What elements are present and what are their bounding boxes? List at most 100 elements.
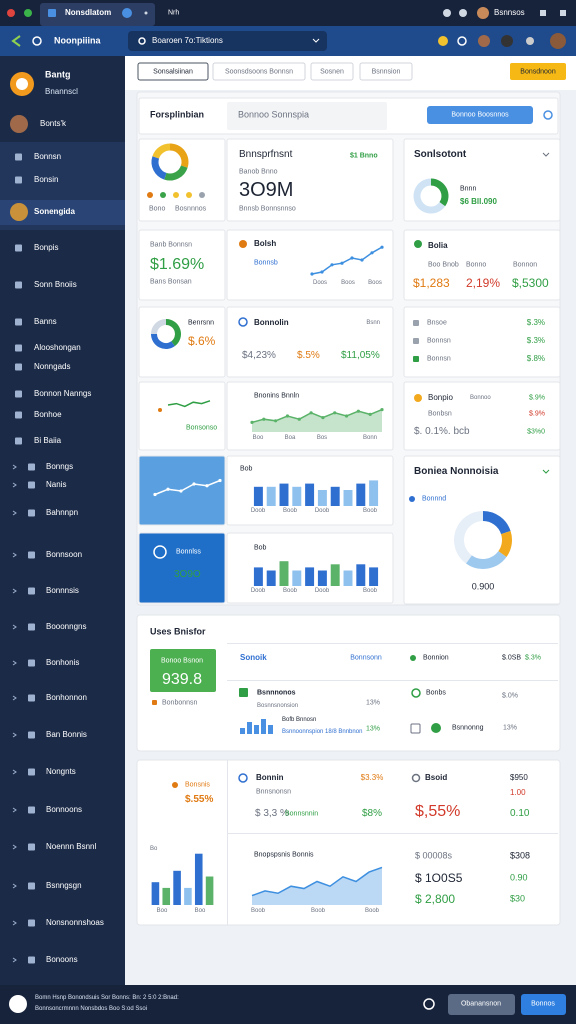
icon	[414, 394, 422, 402]
search-text[interactable]: Boaroen 7o:Tiktions	[152, 36, 223, 45]
icon	[443, 9, 451, 17]
card	[138, 138, 226, 222]
rating-star	[186, 192, 192, 198]
x-label: Boos	[368, 280, 382, 286]
card	[138, 229, 226, 301]
bar	[343, 570, 353, 586]
nav-item[interactable]: Banns	[34, 317, 57, 326]
nav-item[interactable]: Sonn Bnoiis	[34, 280, 77, 289]
filter-tab-label[interactable]: Sonsalsiinan	[153, 68, 193, 76]
nav-item[interactable]: Ban Bonnis	[46, 730, 87, 739]
primary-button[interactable]	[521, 994, 566, 1015]
section-title: Forsplinbian	[150, 109, 204, 120]
card	[226, 381, 394, 451]
nav-item[interactable]: Bonngs	[46, 462, 74, 471]
filter-tab[interactable]	[137, 62, 209, 81]
nav-item[interactable]: Noennn Bsnnl	[46, 842, 97, 851]
header-button-label[interactable]: Bonnoo Boosnnos	[451, 111, 509, 119]
row-title: Bonbs	[426, 689, 446, 697]
nav-item[interactable]: Nanis	[46, 480, 67, 489]
nav-icon	[15, 363, 22, 371]
nav-arrow	[12, 732, 17, 738]
refresh-icon	[543, 110, 553, 120]
x-label: Doob	[314, 508, 330, 514]
total-label: $ 00008s	[415, 850, 453, 861]
card	[226, 138, 394, 222]
card-title: Bonnolin	[254, 318, 289, 327]
metric-value: 1.00	[510, 788, 526, 797]
button-label[interactable]: Bonnos	[531, 1000, 555, 1008]
nav-item[interactable]: Bonhonnon	[46, 693, 87, 702]
metric-value: $8%	[361, 808, 383, 819]
nav-arrow	[12, 844, 17, 850]
filter-tab[interactable]	[310, 62, 354, 81]
search-box[interactable]	[128, 31, 327, 51]
rating-star	[147, 192, 153, 198]
point	[356, 409, 360, 413]
nav-item[interactable]: Bahnnpn	[46, 508, 79, 517]
nav-item[interactable]: Bonnsn	[34, 152, 62, 161]
point	[310, 272, 314, 276]
action-label[interactable]: Bonsdnoon	[520, 68, 556, 76]
nav-item[interactable]: Alooshongan	[34, 343, 81, 352]
nav-item[interactable]: Bonnnsis	[46, 586, 79, 595]
nav-item[interactable]: Sonengida	[34, 207, 75, 216]
x-label: Boa	[284, 435, 296, 441]
panel	[136, 614, 561, 752]
bar	[266, 486, 276, 506]
filter-tab[interactable]	[212, 62, 306, 81]
nav-item[interactable]: Bonnsoon	[46, 550, 83, 559]
point	[179, 489, 183, 493]
filter-tab-label[interactable]: Soonsdsoons Bonnsn	[224, 68, 294, 76]
window-min	[24, 9, 32, 17]
metric-value: 0.900	[471, 581, 495, 592]
nav-item[interactable]: Bonoons	[46, 955, 78, 964]
nav-item[interactable]: Nonngads	[34, 362, 71, 371]
metric-label: Banob Bnno	[239, 168, 278, 176]
nav-item[interactable]: Bonsin	[34, 175, 59, 184]
nav-arrow	[12, 883, 17, 889]
nav-item[interactable]: Bonpis	[34, 243, 59, 252]
nav-item[interactable]: Bonnon Nanngs	[34, 389, 92, 398]
line	[167, 400, 211, 408]
section-title: Uses Bnisfor	[150, 626, 206, 637]
secondary-button[interactable]	[448, 994, 515, 1015]
avatar-inner	[16, 78, 28, 90]
nav-item[interactable]: Bonhonis	[46, 658, 80, 667]
row-value: $.9%	[529, 394, 545, 402]
nav-icon	[15, 390, 22, 398]
nav-icon	[15, 153, 22, 161]
nav-item[interactable]: Nonsnonnshoas	[46, 918, 104, 927]
x-label: Boo	[252, 435, 264, 441]
filter-tab[interactable]	[359, 62, 413, 81]
card-title: Bolsh	[254, 239, 277, 248]
point	[205, 484, 209, 488]
card-title: Bnonins Bnnln	[254, 392, 300, 400]
card	[403, 229, 561, 301]
metric-label: Bonsnis	[185, 781, 210, 789]
metric-label: Bonnsnnin	[285, 810, 319, 818]
metric-label: Bnnn	[460, 185, 477, 193]
button-label[interactable]: Obanansnon	[460, 1000, 502, 1008]
nav-arrow	[12, 660, 17, 666]
nav-item[interactable]: Bsnngsgn	[46, 881, 82, 890]
nav-icon	[15, 244, 22, 252]
search-icon	[138, 37, 146, 45]
nav-item[interactable]: Booonngns	[46, 622, 87, 631]
nav-icon	[15, 281, 22, 289]
row-label: $. 0.1%. bcb	[414, 426, 470, 437]
metric-label: Bnnsnonsn	[256, 788, 292, 796]
filter-tab-label[interactable]: Bsnnsion	[371, 68, 401, 76]
header-button[interactable]	[427, 106, 533, 124]
point	[368, 412, 372, 416]
icon	[431, 723, 441, 733]
point	[250, 420, 254, 424]
nav-item[interactable]: Bonhoe	[34, 410, 62, 419]
x-label: Boob	[282, 508, 298, 514]
nav-item[interactable]: Bonnoons	[46, 805, 83, 814]
action-button[interactable]	[510, 63, 566, 80]
nav-item[interactable]: Bi Baiia	[34, 436, 62, 445]
card	[403, 306, 561, 378]
nav-item[interactable]: Nongnts	[46, 767, 76, 776]
filter-tab-label[interactable]: Sosnen	[320, 68, 344, 76]
